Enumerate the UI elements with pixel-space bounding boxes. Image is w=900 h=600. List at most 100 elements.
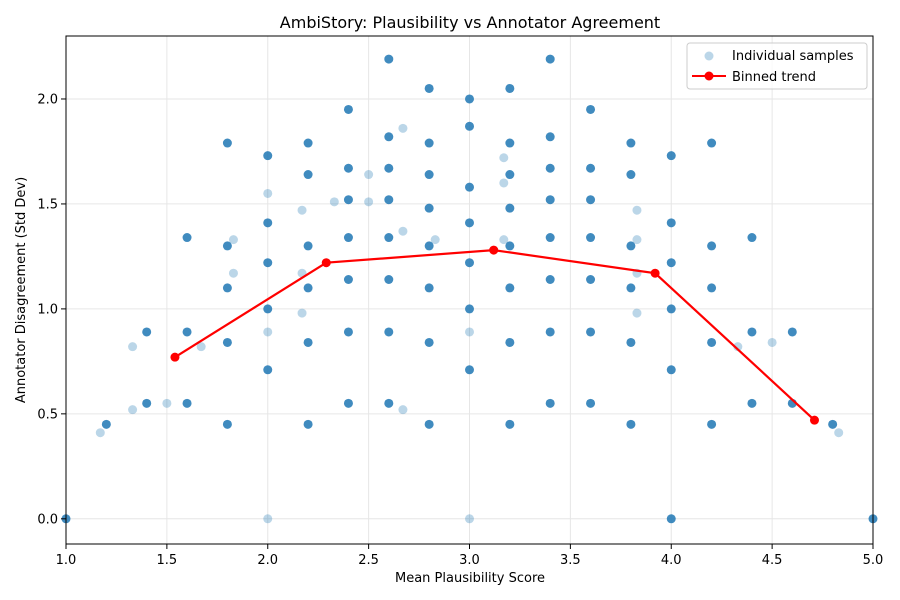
scatter-point	[128, 405, 138, 415]
y-axis-label: Annotator Disagreement (Std Dev)	[14, 177, 29, 403]
x-tick-label: 5.0	[863, 553, 884, 568]
scatter-point	[747, 327, 757, 337]
scatter-point	[424, 241, 434, 251]
scatter-point	[222, 138, 232, 148]
x-tick-label: 4.0	[661, 553, 682, 568]
scatter-point	[101, 419, 111, 429]
scatter-point	[303, 419, 313, 429]
scatter-point	[586, 327, 596, 337]
y-tick-label: 0.0	[37, 512, 58, 527]
scatter-point	[586, 398, 596, 408]
scatter-point	[465, 94, 474, 104]
scatter-point	[499, 153, 509, 163]
scatter-point	[329, 197, 339, 207]
scatter-point	[384, 327, 394, 337]
scatter-point	[297, 205, 307, 215]
scatter-point	[586, 104, 596, 114]
trend-series	[170, 245, 819, 425]
scatter-point	[384, 275, 394, 285]
scatter-point	[384, 398, 394, 408]
legend-box	[686, 42, 868, 90]
scatter-point	[424, 170, 434, 180]
scatter-point	[384, 195, 394, 205]
x-tick-label: 3.0	[459, 553, 480, 568]
legend-scatter-marker	[704, 51, 714, 61]
scatter-point	[430, 235, 440, 245]
scatter-point	[398, 226, 408, 236]
scatter-point	[767, 337, 777, 347]
scatter-point	[297, 308, 307, 318]
legend-trend-marker	[704, 71, 714, 81]
scatter-point	[545, 275, 555, 285]
scatter-point	[424, 337, 434, 347]
x-axis-label: Mean Plausibility Score	[395, 571, 545, 586]
scatter-point	[343, 163, 353, 173]
scatter-point	[626, 337, 636, 347]
scatter-point	[586, 233, 596, 243]
legend-label-samples: Individual samples	[732, 49, 854, 64]
chart-title: AmbiStory: Plausibility vs Annotator Agr…	[280, 13, 660, 32]
scatter-point	[384, 132, 394, 142]
scatter-dense-points	[61, 54, 878, 524]
scatter-point	[162, 398, 172, 408]
scatter-point	[505, 241, 515, 251]
x-tick-label: 2.0	[257, 553, 278, 568]
x-axis-ticks: 1.0 1.5 2.0 2.5 3.0 3.5 4.0 4.5 5.0	[56, 544, 884, 568]
scatter-point	[343, 327, 353, 337]
scatter-point	[263, 188, 273, 198]
scatter-point	[263, 258, 273, 268]
trend-marker	[170, 352, 180, 362]
scatter-point	[499, 235, 509, 245]
scatter-point	[303, 241, 313, 251]
trend-marker	[650, 268, 660, 278]
scatter-point	[747, 398, 757, 408]
scatter-point	[343, 195, 353, 205]
scatter-point	[303, 283, 313, 293]
scatter-point	[666, 304, 676, 314]
scatter-point	[263, 218, 273, 228]
scatter-point	[707, 283, 717, 293]
scatter-point	[733, 342, 743, 352]
y-tick-label: 2.0	[37, 92, 58, 107]
scatter-point	[626, 138, 636, 148]
scatter-point	[303, 170, 313, 180]
scatter-point	[626, 241, 636, 251]
scatter-point	[228, 268, 238, 278]
scatter-point	[222, 337, 232, 347]
scatter-point	[626, 283, 636, 293]
scatter-point	[424, 419, 434, 429]
scatter-point	[505, 283, 515, 293]
x-tick-label: 2.5	[358, 553, 379, 568]
scatter-point	[747, 233, 757, 243]
scatter-point	[95, 428, 105, 438]
scatter-point	[222, 241, 232, 251]
scatter-point	[263, 304, 273, 314]
scatter-point	[499, 178, 509, 188]
y-tick-label: 1.0	[37, 302, 58, 317]
scatter-point	[586, 275, 596, 285]
scatter-point	[364, 170, 374, 180]
scatter-point	[707, 419, 717, 429]
x-tick-label: 1.5	[157, 553, 178, 568]
scatter-point	[505, 203, 515, 213]
scatter-point	[586, 163, 596, 173]
scatter-point	[196, 342, 206, 352]
scatter-point	[228, 235, 238, 245]
scatter-point	[182, 398, 192, 408]
scatter-light-points	[95, 123, 844, 524]
scatter-point	[128, 342, 138, 352]
scatter-point	[545, 398, 555, 408]
scatter-point	[263, 514, 273, 524]
trend-marker	[489, 245, 499, 255]
scatter-point	[465, 327, 474, 337]
scatter-point	[142, 398, 152, 408]
scatter-point	[384, 54, 394, 64]
scatter-point	[545, 54, 555, 64]
scatter-point	[465, 121, 474, 131]
scatter-point	[343, 275, 353, 285]
scatter-point	[545, 163, 555, 173]
scatter-point	[632, 235, 642, 245]
x-tick-label: 3.5	[560, 553, 581, 568]
